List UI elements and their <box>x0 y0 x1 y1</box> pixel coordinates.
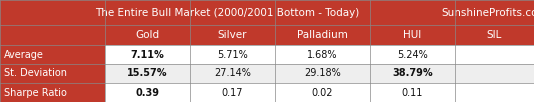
Bar <box>105 83 190 102</box>
Bar <box>370 64 455 83</box>
Bar <box>275 25 370 45</box>
Bar <box>190 25 275 45</box>
Text: 5.24%: 5.24% <box>397 49 428 59</box>
Text: 0.17: 0.17 <box>222 88 244 98</box>
Bar <box>455 0 534 25</box>
Bar <box>190 83 275 102</box>
Bar <box>455 25 534 45</box>
Text: 1.68%: 1.68% <box>307 49 337 59</box>
Bar <box>370 25 455 45</box>
Bar <box>105 25 190 45</box>
Text: 7.11%: 7.11% <box>131 49 164 59</box>
Bar <box>275 45 370 64</box>
Bar <box>0 25 105 45</box>
Text: 0.02: 0.02 <box>312 88 333 98</box>
Text: Average: Average <box>4 49 44 59</box>
Bar <box>0 0 455 25</box>
Text: 5.71%: 5.71% <box>217 49 248 59</box>
Text: Silver: Silver <box>218 30 247 40</box>
Bar <box>455 45 534 64</box>
Text: 0.11: 0.11 <box>402 88 423 98</box>
Bar <box>370 83 455 102</box>
Text: 38.79%: 38.79% <box>392 69 433 79</box>
Bar <box>455 83 534 102</box>
Bar <box>0 64 105 83</box>
Bar <box>0 45 105 64</box>
Bar <box>275 64 370 83</box>
Bar <box>0 83 105 102</box>
Text: The Entire Bull Market (2000/2001 Bottom - Today): The Entire Bull Market (2000/2001 Bottom… <box>96 8 359 18</box>
Text: Sharpe Ratio: Sharpe Ratio <box>4 88 67 98</box>
Text: St. Deviation: St. Deviation <box>4 69 67 79</box>
Text: 29.18%: 29.18% <box>304 69 341 79</box>
Bar <box>275 83 370 102</box>
Bar <box>190 45 275 64</box>
Text: 0.39: 0.39 <box>136 88 160 98</box>
Bar <box>190 64 275 83</box>
Text: SIL: SIL <box>487 30 502 40</box>
Bar <box>105 64 190 83</box>
Bar <box>370 45 455 64</box>
Text: Palladium: Palladium <box>297 30 348 40</box>
Bar <box>105 45 190 64</box>
Text: 27.14%: 27.14% <box>214 69 251 79</box>
Text: Gold: Gold <box>136 30 160 40</box>
Text: HUI: HUI <box>403 30 422 40</box>
Text: SunshineProfits.com: SunshineProfits.com <box>441 8 534 18</box>
Bar <box>455 64 534 83</box>
Text: 15.57%: 15.57% <box>127 69 168 79</box>
